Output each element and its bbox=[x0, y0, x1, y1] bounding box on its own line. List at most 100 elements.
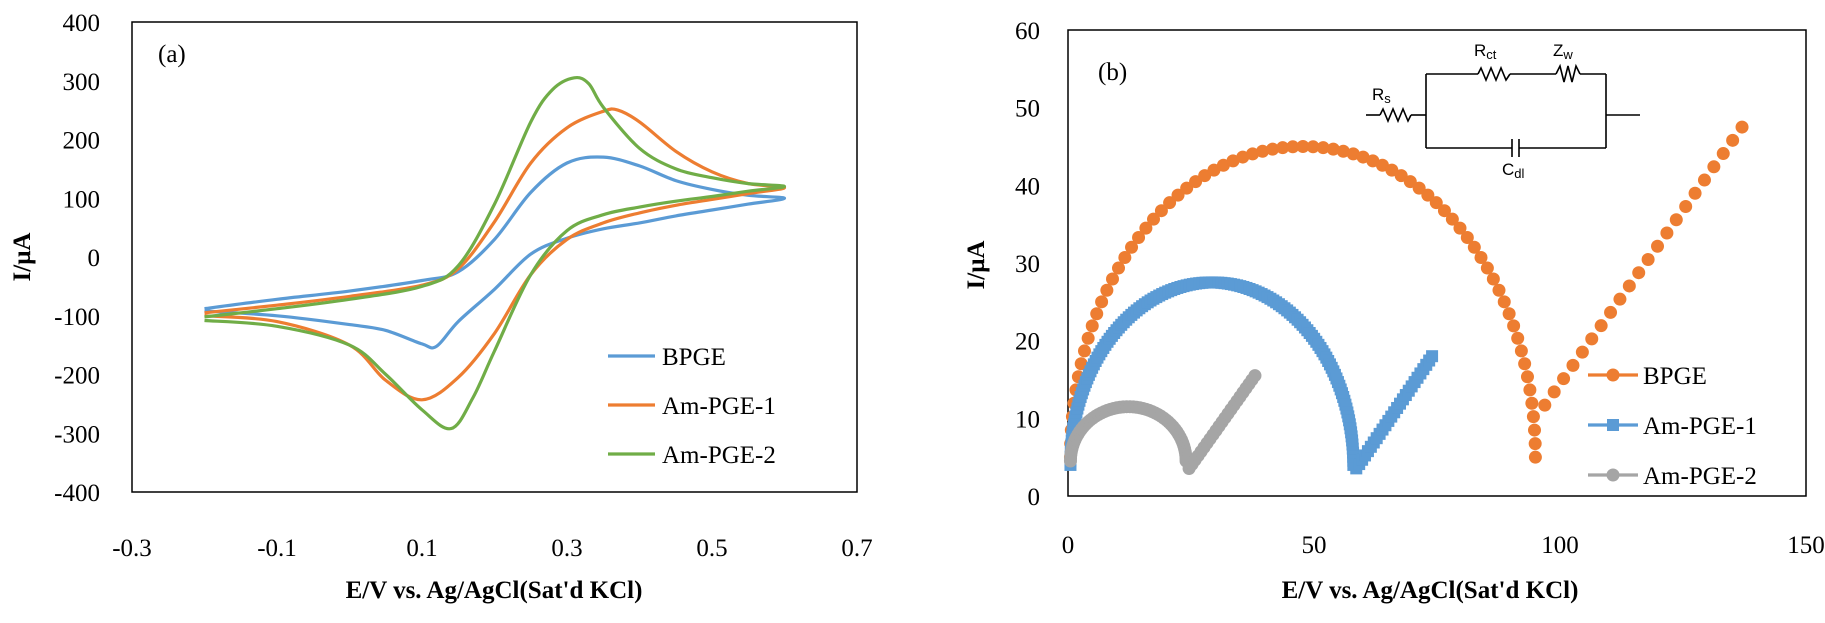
panel-b-y-tick-label: 50 bbox=[1015, 96, 1040, 123]
panel-b-data-point bbox=[1356, 150, 1370, 164]
panel-b-data-point bbox=[1523, 383, 1537, 397]
panel-b-data-point bbox=[1163, 196, 1177, 210]
panel-a-x-tick-label: 0.7 bbox=[841, 535, 872, 562]
panel-b-data-point bbox=[1520, 370, 1534, 384]
panel-b-data-point bbox=[1594, 319, 1608, 333]
panel-b-legend-swatch-marker bbox=[1606, 368, 1620, 382]
panel-b-data-point bbox=[1497, 295, 1511, 309]
panel-b-legend-label: Am-PGE-1 bbox=[1643, 413, 1757, 440]
panel-b-data-point bbox=[1651, 239, 1665, 253]
panel-b-x-tick-label: 150 bbox=[1787, 532, 1825, 559]
panel-b-data-point bbox=[1266, 142, 1280, 156]
panel-b-data-point bbox=[1236, 150, 1250, 164]
panel-b-data-point bbox=[1316, 141, 1330, 155]
panel-b-plot-frame bbox=[1067, 29, 1807, 497]
panel-b-data-point bbox=[1604, 305, 1618, 319]
panel-a-series-line-3 bbox=[204, 75, 787, 431]
panel-b-data-point bbox=[1641, 252, 1655, 266]
panel-b-data-point bbox=[1557, 372, 1571, 386]
panel-b-data-point bbox=[1528, 450, 1542, 464]
panel-a-legend: BPGE Am-PGE-1 Am-PGE-2 bbox=[608, 344, 776, 469]
panel-b-data-point bbox=[1276, 141, 1290, 155]
circuit-warburg-zw bbox=[1555, 63, 1581, 83]
panel-b-data-point bbox=[1585, 332, 1599, 346]
panel-b-data-point bbox=[1171, 188, 1185, 202]
panel-b-legend-swatch-marker bbox=[1607, 419, 1619, 431]
panel-b-data-point bbox=[1514, 344, 1528, 358]
circuit-label-rs: Rs bbox=[1372, 85, 1391, 106]
panel-b-data-point bbox=[1613, 292, 1627, 306]
panel-b-data-point bbox=[1074, 357, 1088, 371]
panel-b-data-point bbox=[1474, 250, 1488, 264]
panel-b-y-tick-label: 10 bbox=[1015, 406, 1040, 433]
panel-b-data-point bbox=[1336, 144, 1350, 158]
panel-b-data-point bbox=[1453, 221, 1467, 235]
panel-b-data-point bbox=[1486, 272, 1500, 286]
panel-a-legend-label: Am-PGE-1 bbox=[662, 393, 776, 420]
panel-b-data-point bbox=[1566, 358, 1580, 372]
panel-b-data-point bbox=[1526, 410, 1540, 424]
panel-b-data-point bbox=[1111, 261, 1125, 275]
panel-a-plot-frame bbox=[131, 21, 858, 493]
panel-b-data-point bbox=[1081, 331, 1095, 345]
panel-a-y-tick-label: -300 bbox=[54, 421, 100, 448]
circuit-resistor-rs bbox=[1379, 106, 1412, 124]
panel-b-x-tick-label: 50 bbox=[1302, 532, 1327, 559]
panel-b-y-tick-label: 0 bbox=[1028, 484, 1041, 511]
panel-a-y-tick-label: 400 bbox=[63, 10, 101, 37]
panel-b-data-point bbox=[1346, 147, 1360, 161]
panel-a-x-tick-label: -0.3 bbox=[112, 535, 152, 562]
panel-b-data-point bbox=[1528, 437, 1542, 451]
panel-a-y-tick-label: -400 bbox=[54, 480, 100, 507]
panel-b-y-tick-label: 20 bbox=[1015, 329, 1040, 356]
circuit-resistor-rct bbox=[1477, 65, 1511, 83]
panel-a-y-axis-title: I/μA bbox=[9, 233, 36, 282]
panel-b-data-point bbox=[1511, 331, 1525, 345]
panel-b-data-point bbox=[1632, 266, 1646, 280]
panel-a-y-tick-label: 100 bbox=[63, 186, 101, 213]
panel-b-data-point bbox=[1426, 350, 1439, 363]
circuit-label-cdl: Cdl bbox=[1502, 160, 1525, 181]
panel-b-y-tick-label: 60 bbox=[1015, 18, 1040, 45]
panel-b-data-point bbox=[1154, 204, 1168, 218]
panel-b-series-1 bbox=[1063, 120, 1749, 464]
panel-b-data-point bbox=[1460, 230, 1474, 244]
panel-a-x-axis-title: E/V vs. Ag/AgCl(Sat'd KCl) bbox=[346, 577, 643, 604]
panel-b-data-point bbox=[1326, 142, 1340, 156]
panel-b-x-tick-label: 0 bbox=[1062, 532, 1075, 559]
panel-b-data-point bbox=[1507, 319, 1521, 333]
panel-b-data-point bbox=[1286, 140, 1300, 154]
panel-b-data-point bbox=[1226, 154, 1240, 168]
panel-b-data-point bbox=[1421, 188, 1435, 202]
panel-b-data-point bbox=[1090, 307, 1104, 321]
panel-b-data-point bbox=[1132, 230, 1146, 244]
panel-b-data-point bbox=[1538, 398, 1552, 412]
panel-b-data-point bbox=[1679, 200, 1693, 214]
panel-b-data-point bbox=[1502, 307, 1516, 321]
panel-b-x-tick-label: 100 bbox=[1541, 532, 1579, 559]
panel-b-data-point bbox=[1095, 295, 1109, 309]
panel-b-y-tick-label: 40 bbox=[1015, 173, 1040, 200]
panel-b-data-point bbox=[1306, 140, 1320, 154]
panel-b-data-point bbox=[1688, 186, 1702, 200]
panel-a-chart: -0.3 -0.1 0.1 0.3 0.5 0.7 -400 -300 -200 -100 0 100… bbox=[9, 10, 873, 604]
panel-b-data-point bbox=[1256, 144, 1270, 158]
panel-b-data-point bbox=[1518, 357, 1532, 371]
panel-b-x-axis-title: E/V vs. Ag/AgCl(Sat'd KCl) bbox=[1282, 577, 1579, 604]
circuit-label-zw: Zw bbox=[1553, 41, 1573, 62]
panel-a-x-tick-label: 0.3 bbox=[551, 535, 582, 562]
panel-a-x-tick-label: 0.1 bbox=[406, 535, 437, 562]
panel-a-y-tick-label: 200 bbox=[63, 128, 101, 155]
panel-b-y-axis-title: I/μA bbox=[963, 241, 990, 290]
panel-b-data-point bbox=[1716, 147, 1730, 161]
panel-b-data-point bbox=[1100, 283, 1114, 297]
panel-b-data-point bbox=[1528, 423, 1542, 437]
panel-a-y-tick-label: 0 bbox=[88, 245, 101, 272]
panel-b-data-point bbox=[1077, 344, 1091, 358]
panel-b-data-point bbox=[1726, 133, 1740, 147]
panel-b-data-point bbox=[1622, 279, 1636, 293]
equivalent-circuit-inset bbox=[1366, 63, 1640, 157]
panel-a-y-tick-label: 300 bbox=[63, 69, 101, 96]
panel-b-data-point bbox=[1669, 213, 1683, 227]
